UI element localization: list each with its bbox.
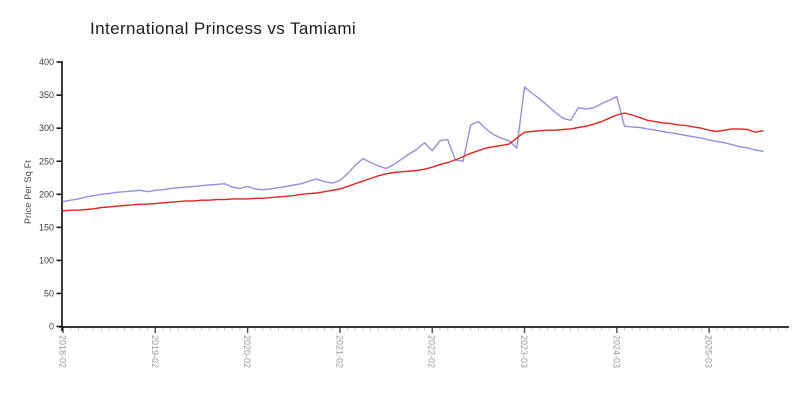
x-tick-label: 2025-03 [704,335,714,368]
y-tick-label: 250 [39,156,54,166]
y-tick-label: 100 [39,255,54,265]
x-tick-label: 2022-02 [427,335,437,368]
y-tick-label: 0 [49,322,54,332]
chart-title: International Princess vs Tamiami [90,19,356,38]
x-tick-label: 2020-02 [242,335,252,368]
x-tick-label: 2023-03 [519,335,529,368]
x-tick-label: 2024-03 [611,335,621,368]
y-tick-label: 50 [44,288,54,298]
x-tick-label: 2018-02 [58,335,68,368]
y-tick-label: 300 [39,123,54,133]
x-axis-ticks: 2018-02 2019-02 2020-02 2021-02 2022-02 2023-… [58,327,787,368]
series-line-tamiami [62,112,764,212]
series-line-international-princess [62,86,764,203]
y-tick-label: 400 [39,57,54,67]
y-axis-ticks: 0 50 100 150 200 250 300 350 400 [39,57,62,332]
plot-series [62,86,764,212]
y-axis-title: Price Per Sq Ft [23,160,33,224]
x-tick-label: 2019-02 [150,335,160,368]
y-tick-label: 150 [39,222,54,232]
x-tick-label: 2021-02 [334,335,344,368]
y-tick-label: 200 [39,189,54,199]
y-tick-label: 350 [39,90,54,100]
